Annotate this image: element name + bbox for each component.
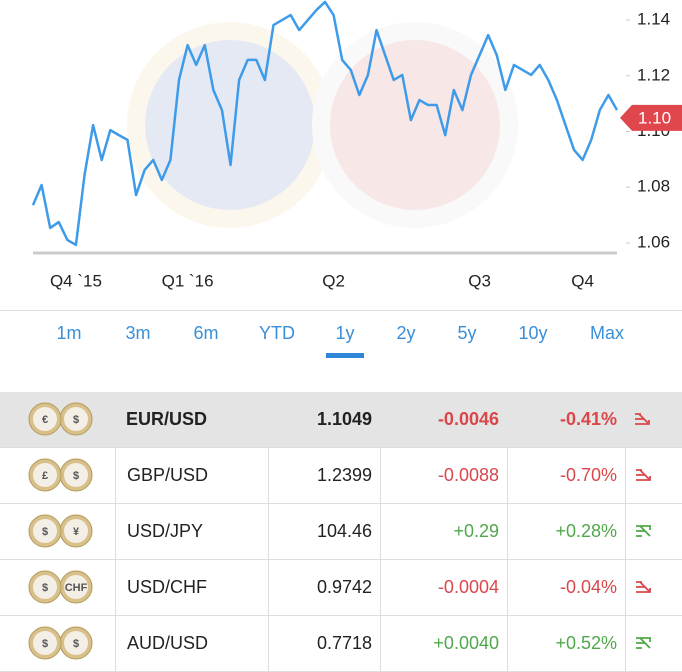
change: -0.0088 bbox=[380, 448, 507, 503]
coin-face bbox=[64, 631, 88, 655]
range-button[interactable]: YTD bbox=[259, 323, 295, 343]
quote-row[interactable]: $ £ GBP/USD 1.2399 -0.0088 -0.70% bbox=[0, 448, 682, 504]
pair-icons: $$ bbox=[28, 626, 93, 660]
range-button[interactable]: 5y bbox=[457, 323, 477, 343]
y-tick-label: 1.06 bbox=[637, 232, 670, 251]
range-bar: 1m 3m 6m YTD 1y 2y 5y 10y Max bbox=[0, 310, 682, 361]
y-tick-label: 1.14 bbox=[637, 10, 670, 29]
range-button[interactable]: 6m bbox=[193, 323, 219, 343]
trend-icon bbox=[625, 448, 651, 503]
trend-icon bbox=[625, 504, 651, 559]
range-button[interactable]: Max bbox=[589, 323, 625, 343]
percent: -0.41% bbox=[559, 409, 617, 429]
x-tick-label: Q1 `16 bbox=[162, 271, 214, 290]
trend-arrow bbox=[636, 581, 651, 593]
pair-icons: ¥$ bbox=[28, 514, 93, 548]
range-button[interactable]: 10y bbox=[518, 323, 548, 343]
x-tick-label: Q2 bbox=[322, 271, 345, 290]
coin: $ bbox=[59, 458, 93, 492]
pair: USD/CHF bbox=[115, 560, 268, 615]
coin-face bbox=[33, 407, 57, 431]
price: 0.7718 bbox=[268, 616, 380, 671]
pair-icons: $€ bbox=[28, 402, 93, 436]
x-tick-label: Q4 bbox=[571, 271, 594, 290]
change: +0.29 bbox=[380, 504, 507, 559]
coin-symbol: $ bbox=[42, 638, 48, 650]
coin: ¥ bbox=[59, 514, 93, 548]
coin: £ bbox=[28, 458, 62, 492]
quote-row[interactable]: ¥ $ USD/JPY 104.46 +0.29 +0.28% bbox=[0, 504, 682, 560]
range-button[interactable]: 2y bbox=[396, 323, 416, 343]
coin-face bbox=[64, 575, 88, 599]
coin-symbol: $ bbox=[42, 526, 48, 538]
current-label: 1.10 bbox=[638, 108, 671, 127]
price-line bbox=[31, 0, 619, 247]
coin-symbol: $ bbox=[73, 470, 79, 482]
trend-icon bbox=[635, 413, 650, 425]
price: 0.9742 bbox=[268, 560, 380, 615]
coin-symbol: € bbox=[42, 414, 48, 426]
x-tick-label: Q3 bbox=[468, 271, 491, 290]
quote-row[interactable]: $ € EUR/USD 1.1049 -0.0046 -0.41% bbox=[0, 392, 682, 448]
y-tick-label: 1.08 bbox=[637, 177, 670, 196]
coin: $ bbox=[28, 514, 62, 548]
trend-arrow bbox=[636, 525, 651, 537]
coin-face bbox=[64, 407, 88, 431]
coin-symbol: $ bbox=[42, 582, 48, 594]
coin: $ bbox=[59, 626, 93, 660]
y-tick-label: 1.12 bbox=[637, 65, 670, 84]
pair: GBP/USD bbox=[115, 448, 268, 503]
current-marker bbox=[620, 104, 682, 131]
coin-face bbox=[33, 519, 57, 543]
percent: +0.28% bbox=[507, 504, 625, 559]
coin-symbol: $ bbox=[73, 638, 79, 650]
change: -0.0004 bbox=[380, 560, 507, 615]
coin-face bbox=[33, 631, 57, 655]
coin-face bbox=[64, 463, 88, 487]
trend-arrow bbox=[636, 637, 651, 649]
trend-icon bbox=[625, 560, 651, 615]
pair: USD/JPY bbox=[115, 504, 268, 559]
percent: -0.70% bbox=[507, 448, 625, 503]
coin-symbol: $ bbox=[73, 414, 79, 426]
quote-row[interactable]: CHF $ USD/CHF 0.9742 -0.0004 -0.04% bbox=[0, 560, 682, 616]
trend-arrow bbox=[636, 469, 651, 481]
coin: € bbox=[28, 402, 62, 436]
percent: +0.52% bbox=[507, 616, 625, 671]
quote-table: $ € EUR/USD 1.1049 -0.0046 -0.41% $ £ GBP/USD 1.2… bbox=[0, 392, 682, 672]
coin: $ bbox=[28, 570, 62, 604]
watermark bbox=[127, 22, 518, 228]
coin-symbol: £ bbox=[42, 470, 48, 482]
coin-symbol: ¥ bbox=[73, 526, 80, 538]
price: 104.46 bbox=[268, 504, 380, 559]
range-button[interactable]: 3m bbox=[125, 323, 151, 343]
pair: AUD/USD bbox=[115, 616, 268, 671]
trend-icon bbox=[625, 616, 651, 671]
percent: -0.04% bbox=[507, 560, 625, 615]
range-button[interactable]: 1m bbox=[56, 323, 82, 343]
pair: EUR/USD bbox=[126, 409, 208, 429]
price: 1.2399 bbox=[268, 448, 380, 503]
pair-icons: $£ bbox=[28, 458, 93, 492]
pair-icons: CHF $ bbox=[28, 570, 93, 604]
price: 1.1049 bbox=[316, 409, 372, 429]
coin-face bbox=[33, 463, 57, 487]
coin-face bbox=[64, 519, 88, 543]
coin: $ bbox=[59, 402, 93, 436]
change: +0.0040 bbox=[380, 616, 507, 671]
quote-row[interactable]: $ $ AUD/USD 0.7718 +0.0040 +0.52% bbox=[0, 616, 682, 672]
coin-face bbox=[33, 575, 57, 599]
coin-symbol: CHF bbox=[65, 582, 88, 594]
range-underline bbox=[326, 353, 364, 358]
range-button[interactable]: 1y bbox=[335, 323, 355, 343]
coin: $ bbox=[28, 626, 62, 660]
coin: CHF bbox=[59, 570, 93, 604]
x-tick-label: Q4 `15 bbox=[50, 271, 102, 290]
change: -0.0046 bbox=[437, 409, 499, 429]
trend-arrow bbox=[635, 413, 650, 425]
